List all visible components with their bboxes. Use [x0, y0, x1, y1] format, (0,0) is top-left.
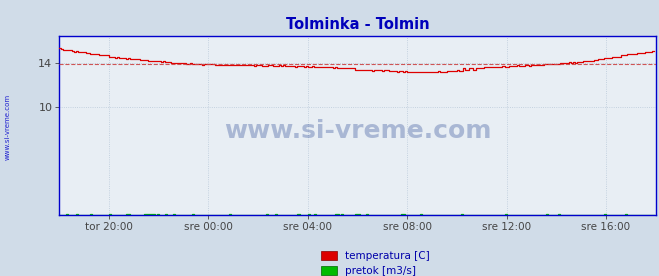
Text: www.si-vreme.com: www.si-vreme.com: [224, 119, 491, 143]
Legend: temperatura [C], pretok [m3/s]: temperatura [C], pretok [m3/s]: [322, 251, 430, 276]
Text: www.si-vreme.com: www.si-vreme.com: [5, 94, 11, 160]
Title: Tolminka - Tolmin: Tolminka - Tolmin: [286, 17, 429, 32]
